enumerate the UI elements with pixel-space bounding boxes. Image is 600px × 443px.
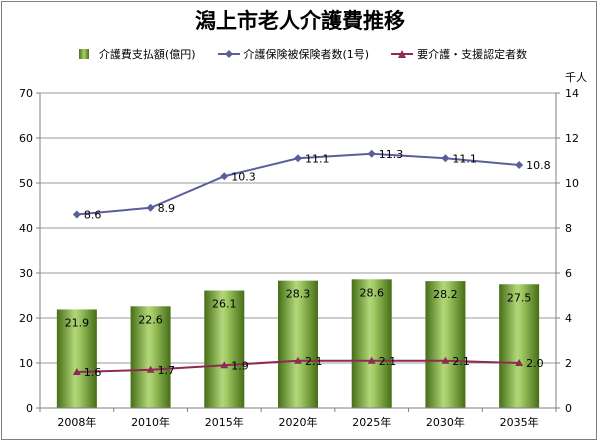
chart-legend: 介護費支払額(億円) 介護保険被保険者数(1号) 要介護・支援認定者数 [0,46,600,62]
right-axis-unit-label: 千人 [565,71,587,84]
right-axis-tick-label: 6 [565,267,572,280]
diamond-point [367,149,376,158]
line-data-label: 1.7 [158,364,176,377]
bar [278,280,318,408]
x-axis-category-label: 2015年 [205,415,244,429]
legend-swatch-triangle-line [391,48,414,60]
legend-item-certified: 要介護・支援認定者数 [391,46,527,62]
triangle-point [367,356,376,364]
legend-item-care-cost: 介護費支払額(億円) [73,46,196,62]
bar-data-label: 21.9 [65,316,90,329]
legend-item-insured: 介護保険被保険者数(1号) [217,46,370,62]
diamond-point [146,203,155,212]
line-data-label: 1.6 [84,366,102,379]
left-axis-tick-label: 30 [19,267,33,280]
x-axis-category-label: 2010年 [131,415,170,429]
x-axis-category-label: 2030年 [426,415,465,429]
bar-data-label: 28.6 [359,286,384,299]
bar-data-label: 28.2 [433,288,458,301]
bar [130,306,171,408]
legend-label-certified: 要介護・支援認定者数 [417,48,528,61]
line-data-label: 11.3 [379,148,404,161]
right-axis-tick-label: 12 [565,132,579,145]
line-data-label: 2.1 [452,355,470,368]
x-axis-category-label: 2035年 [500,415,539,429]
right-axis-tick-label: 14 [565,87,579,100]
triangle-point [146,365,155,373]
left-axis-tick-label: 0 [26,402,33,415]
triangle-point [441,356,450,364]
line-data-label: 2.1 [305,355,323,368]
right-axis-tick-label: 0 [565,402,572,415]
bar [499,284,540,408]
x-axis-category-label: 2008年 [57,415,96,429]
bar-data-label: 27.5 [507,291,532,304]
diamond-point [515,161,524,169]
diamond-point [294,154,302,163]
line-data-label: 2.0 [526,357,544,370]
bar-data-label: 28.3 [286,288,311,301]
bar [56,309,97,408]
bar [204,290,245,408]
legend-label-insured: 介護保険被保険者数(1号) [243,48,370,61]
line-data-label: 8.6 [84,209,102,222]
legend-label-care-cost: 介護費支払額(億円) [98,48,196,61]
right-axis-tick-label: 2 [565,357,572,370]
line-data-label: 1.9 [231,359,249,372]
left-axis-tick-label: 70 [19,87,33,100]
triangle-point [515,359,524,366]
x-axis-category-label: 2025年 [352,415,391,429]
line-data-label: 10.8 [526,159,551,172]
line-data-label: 2.1 [379,355,397,368]
legend-swatch-bar [73,48,95,60]
bar-data-label: 26.1 [212,298,237,311]
left-axis-tick-label: 40 [19,222,33,235]
line-data-label: 11.1 [305,152,330,165]
line-data-label: 10.3 [231,170,256,183]
bar-data-label: 22.6 [138,313,163,326]
line-data-label: 11.1 [452,152,477,165]
triangle-point [220,361,229,369]
left-axis-tick-label: 60 [19,132,33,145]
bar [351,279,392,408]
diamond-point [220,172,229,181]
left-axis-tick-label: 10 [19,357,33,370]
triangle-point [294,356,302,364]
triangle-point [72,368,81,375]
left-axis-tick-label: 50 [19,177,33,190]
chart-title: 潟上市老人介護費推移 [195,9,405,33]
right-axis-tick-label: 8 [565,222,572,235]
legend-swatch-diamond-line [217,48,240,60]
line-data-label: 8.9 [158,202,176,215]
diamond-point [441,154,450,163]
right-axis-tick-label: 10 [565,177,579,190]
bar [425,281,466,408]
right-axis-tick-label: 4 [565,312,572,325]
diamond-point [72,210,81,219]
left-axis-tick-label: 20 [19,312,33,325]
x-axis-category-label: 2020年 [279,415,318,429]
